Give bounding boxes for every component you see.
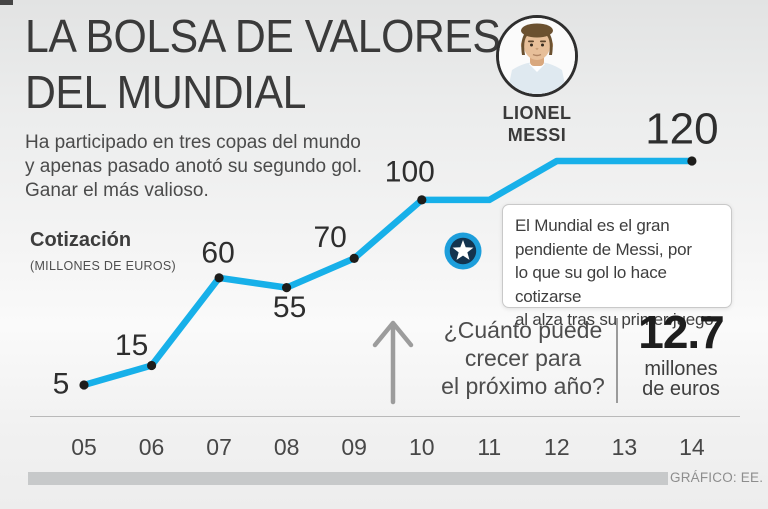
value-label: 55 <box>273 291 306 324</box>
mouth-line <box>532 53 542 57</box>
eye-left <box>530 43 533 47</box>
page-title-line1: LA BOLSA DE VALORES <box>25 10 501 62</box>
corner-mark <box>0 0 13 5</box>
arrow-up-icon <box>372 320 414 405</box>
forecast-value-block: 12.7 millones de euros <box>630 306 732 400</box>
badge-star <box>452 240 474 260</box>
y-axis-unit-label: (MILLONES DE EUROS) <box>30 259 177 273</box>
year-tick-label: 14 <box>679 434 705 460</box>
data-point-dot <box>147 360 157 371</box>
forecast-unit-line1: millones <box>644 358 718 380</box>
year-tick-label: 10 <box>408 434 435 460</box>
value-label: 60 <box>201 236 234 269</box>
year-tick-label: 07 <box>206 434 232 460</box>
question-text: ¿Cuánto puede crecer para el próximo año… <box>424 316 622 400</box>
value-label: 100 <box>385 155 435 188</box>
y-axis-title: Cotización <box>30 229 132 251</box>
data-point-dot <box>282 283 292 293</box>
callout-box: El Mundial es el gran pendiente de Messi… <box>502 204 732 329</box>
value-label: 15 <box>115 329 148 362</box>
year-tick-label: 08 <box>273 434 300 460</box>
callout-line1: El Mundial es el gran <box>515 216 670 235</box>
year-tick-label: 09 <box>341 434 367 460</box>
callout-line2: pendiente de Messi, por <box>515 239 692 259</box>
eyebrow-right <box>540 40 546 43</box>
shirt-shape <box>507 62 567 94</box>
player-name-line1: LIONEL <box>502 103 572 123</box>
forecast-value: 12.7 <box>638 306 725 358</box>
messi-portrait-illustration <box>499 18 575 94</box>
year-tick-label: 06 <box>138 434 165 460</box>
question-line2: crecer para <box>464 345 582 371</box>
vertical-divider <box>616 318 618 403</box>
data-point-dot <box>687 156 697 166</box>
year-tick-label: 12 <box>544 434 570 460</box>
value-label: 70 <box>314 221 347 254</box>
chart-credit: GRÁFICO: EE. <box>670 470 764 485</box>
value-line <box>80 157 696 389</box>
year-tick-label: 11 <box>477 434 502 460</box>
player-name: LIONEL MESSI <box>477 102 597 146</box>
question-line3: el próximo año? <box>441 373 605 399</box>
eyebrow-left <box>528 40 534 43</box>
intro-text: Ha participado en tres copas del mundo y… <box>25 131 362 203</box>
player-name-line2: MESSI <box>507 125 567 145</box>
footer-bar <box>28 472 668 485</box>
page-title-line2: DEL MUNDIAL <box>25 66 306 118</box>
value-label: 5 <box>53 368 70 401</box>
page-title: LA BOLSA DE VALORES DEL MUNDIAL <box>25 8 536 120</box>
question-line1: ¿Cuánto puede <box>443 317 603 343</box>
eye-right <box>541 43 544 47</box>
data-point-dot <box>214 273 224 283</box>
data-point-dot <box>79 380 89 390</box>
intro-text-line3: Ganar el más valioso. <box>25 180 209 201</box>
year-tick-label: 13 <box>611 434 638 460</box>
data-point-dot <box>417 195 427 205</box>
axis-separator-line <box>30 416 740 417</box>
intro-text-line2: y apenas pasado anotó su segundo gol. <box>25 156 362 177</box>
x-axis-year-labels: 05 06 07 08 09 10 11 12 13 14 <box>0 434 768 460</box>
data-point-dot <box>349 253 359 263</box>
messi-photo <box>496 15 578 97</box>
intro-text-line1: Ha participado en tres copas del mundo <box>25 132 361 153</box>
star-badge-icon <box>444 232 482 270</box>
callout-line3: lo que su gol lo hace cotizarse <box>515 263 667 306</box>
year-tick-label: 05 <box>71 434 97 460</box>
forecast-unit-line2: de euros <box>642 378 720 400</box>
nose-line <box>535 47 539 50</box>
value-label: 120 <box>645 105 718 154</box>
hair-fringe <box>521 23 553 38</box>
